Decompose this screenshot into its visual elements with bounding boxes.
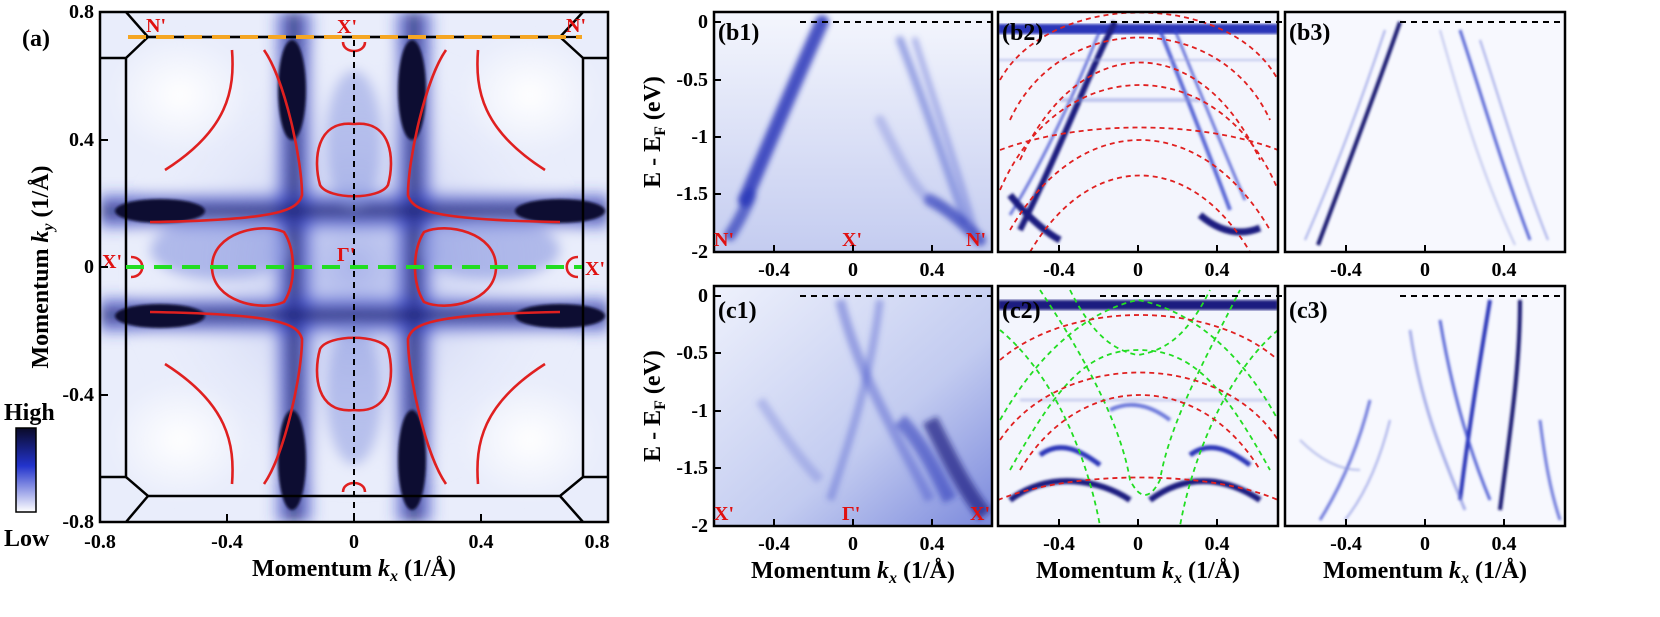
panel-label: (c3) [1289,298,1328,324]
y-tick-label: -1 [691,126,708,148]
x-tick-label: -0.4 [211,531,243,553]
y-tick-label: -0.4 [62,384,94,406]
panel-c2: (c2) -0.4 0 0.4 Momentum kx (1/Å) [996,284,1290,587]
point-label: Γ' [842,503,860,525]
y-tick-label: -0.5 [676,69,708,91]
panel-label: (c2) [1002,298,1041,324]
y-tick-label: -1.5 [676,457,708,479]
x-tick-label: 0.4 [1492,533,1517,555]
y-tick-label: 0 [698,11,708,33]
contour-pocket-left [210,227,295,307]
y-tick-label: -0.5 [676,342,708,364]
y-axis-label: E - EF (eV) [640,350,669,462]
colorbar-low-label: Low [4,526,50,552]
y-tick-label: 0.4 [69,129,94,151]
x-tick-label: 0 [1133,533,1143,555]
x-tick-label: 0.4 [920,259,945,281]
panel-b2: (b2) -0.4 0 0.4 [996,10,1290,281]
contour-outer-bl [164,362,234,485]
point-label: Γ' [337,244,355,266]
x-tick-label: -0.4 [1330,259,1362,281]
x-tick-label: 0 [848,533,858,555]
x-tick-label: 0.4 [469,531,494,553]
x-tick-label: 0.4 [1492,259,1517,281]
y-tick-label: -2 [691,241,708,263]
point-label: X' [337,16,357,38]
point-label: X' [585,258,605,280]
x-tick-label: 0 [349,531,359,553]
x-axis-label: Momentum kx (1/Å) [1323,558,1527,587]
contour-outer-br [476,362,546,485]
x-tick-label: 0 [1420,259,1430,281]
y-tick-label: 0 [84,256,94,278]
contour-arc-bl [149,310,304,485]
x-tick-label: -0.4 [758,259,790,281]
y-tick-label: 0 [698,285,708,307]
x-axis-label: Momentum kx (1/Å) [1036,558,1240,587]
x-tick-label: 0.8 [585,531,610,553]
point-label: X' [714,503,734,525]
x-tick-label: 0 [848,259,858,281]
panel-c3: (c3) -0.4 0 0.4 Momentum kx (1/Å) [1283,284,1567,587]
y-tick-label: -1 [691,400,708,422]
x-tick-label: -0.4 [1330,533,1362,555]
x-tick-label: -0.8 [84,531,116,553]
contour-outer-tr [476,49,546,172]
y-axis-label: E - EF (eV) [640,76,669,188]
y-tick-label: -2 [691,515,708,537]
x-tick-label: -0.4 [758,533,790,555]
contour-arc-tr [406,49,561,224]
x-axis-label: Momentum kx (1/Å) [751,558,955,587]
contour-arc-br [406,310,561,485]
y-tick-label: -1.5 [676,183,708,205]
contour-outer-tl [164,49,234,172]
panel-label: (b1) [718,20,759,46]
band-fits-red [998,314,1278,501]
point-label: N' [146,15,166,37]
panel-label: (a) [22,26,50,52]
point-label: N' [566,15,586,37]
y-axis-label: Momentum ky (1/Å) [28,165,57,368]
panel-b1: (b1) N' X' N' -0.4 0 0.4 0 -0.5 -1 -1.5 … [640,10,1000,281]
x-tick-label: 0.4 [1205,533,1230,555]
panel-a-tick-marks [99,11,609,523]
colorbar [15,427,37,513]
point-label: X' [102,251,122,273]
panel-b3: (b3) -0.4 0 0.4 [1283,10,1567,281]
point-label: N' [714,229,734,251]
x-axis-label: Momentum kx (1/Å) [252,556,456,585]
fermi-surface-contours [130,41,579,493]
point-label: X' [842,229,862,251]
panel-label: (b3) [1289,20,1330,46]
x-tick-label: -0.4 [1043,533,1075,555]
point-label: X' [970,503,990,525]
x-tick-label: 0.4 [1205,259,1230,281]
point-label: N' [966,229,986,251]
colorbar-high-label: High [4,400,55,426]
x-tick-label: 0.4 [920,533,945,555]
panel-c1: (c1) X' Γ' X' -0.4 0 0.4 0 -0.5 -1 -1.5 … [640,284,1000,587]
y-tick-label: 0.8 [69,1,94,23]
panel-label: (c1) [718,298,757,324]
panel-label: (b2) [1002,20,1043,46]
x-tick-label: 0 [1420,533,1430,555]
x-tick-label: 0 [1133,259,1143,281]
contour-xpoint-right [565,255,579,279]
y-tick-label: -0.8 [62,511,94,533]
x-tick-label: -0.4 [1043,259,1075,281]
panel-a: N' X' N' X' Γ' X' (a) -0.8 -0.4 0 0.4 0.… [4,1,610,585]
contour-arc-tl [149,49,304,224]
